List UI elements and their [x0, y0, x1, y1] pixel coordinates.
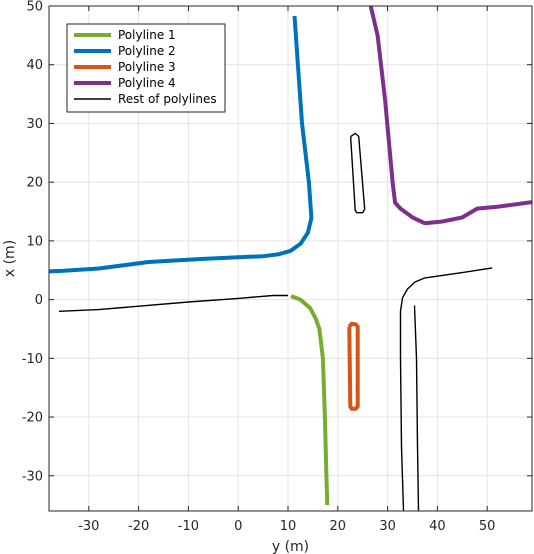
legend-entry: Polyline 4: [118, 76, 176, 90]
series-line-5: [350, 132, 366, 214]
series-line-3: [347, 321, 360, 411]
series-line-5: [58, 294, 288, 312]
y-axis-label: x (m): [2, 240, 18, 277]
y-tick-label: 20: [26, 176, 43, 191]
series-layer: [49, 6, 532, 511]
x-tick-label: 10: [280, 519, 297, 534]
x-tick-label: 30: [379, 519, 396, 534]
y-tick-label: -20: [22, 411, 43, 426]
series-line-2: [49, 15, 314, 274]
x-tick-label: -20: [128, 519, 149, 534]
legend-entry: Polyline 2: [118, 44, 176, 58]
plot-frame: [48, 5, 533, 512]
x-tick-label: 40: [429, 519, 446, 534]
legend: Polyline 1 Polyline 2 Polyline 3 Polyline 4…: [66, 23, 226, 113]
legend-entry: Rest of polylines: [118, 92, 217, 106]
series-line-4: [368, 6, 532, 226]
series-line-5: [399, 267, 493, 511]
x-tick-label: -10: [178, 519, 199, 534]
y-tick-label: 40: [26, 58, 43, 73]
y-tick-label: 50: [26, 0, 43, 15]
y-tick-label: 10: [26, 234, 43, 249]
legend-entry: Polyline 1: [118, 28, 176, 42]
x-axis-label: y (m): [272, 539, 309, 554]
y-tick-label: 0: [35, 293, 43, 308]
legend-entry: Polyline 3: [118, 60, 176, 74]
series-line-1: [290, 294, 330, 506]
tick-layer: -30 -20 -10 0 10 20 30 40 50 -30 -20 -10 0 10 20 30 40 50: [22, 0, 532, 534]
x-tick-label: 0: [234, 519, 242, 534]
x-tick-label: 20: [330, 519, 347, 534]
y-tick-label: 30: [26, 117, 43, 132]
series-line-5: [413, 305, 420, 511]
x-tick-label: 50: [479, 519, 496, 534]
y-tick-label: -10: [22, 352, 43, 367]
y-tick-label: -30: [22, 469, 43, 484]
x-tick-label: -30: [78, 519, 99, 534]
